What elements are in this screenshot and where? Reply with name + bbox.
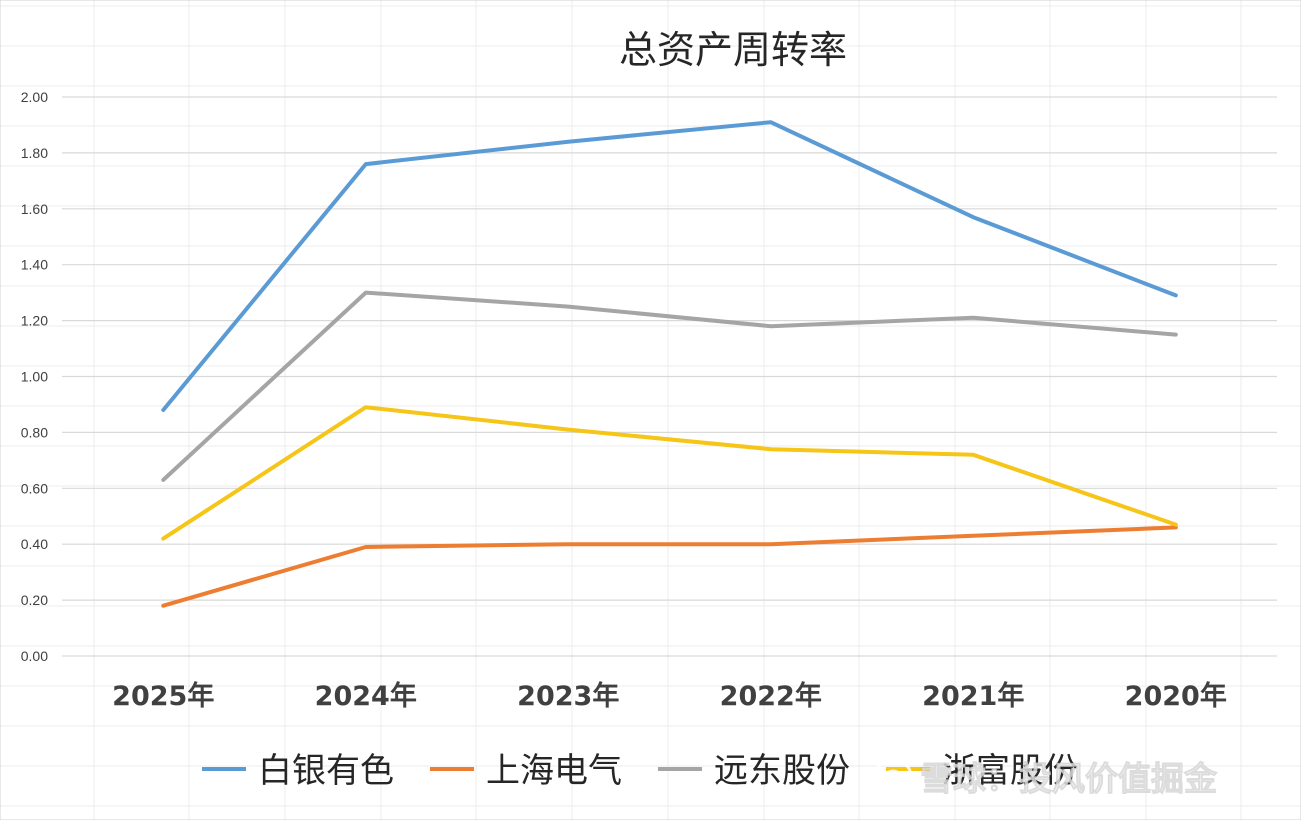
x-tick-label: 2023年 xyxy=(517,680,619,712)
y-tick-label: 1.60 xyxy=(21,201,48,217)
x-tick-label: 2025年 xyxy=(112,680,214,712)
legend-label: 白银有色 xyxy=(258,751,394,791)
series-line xyxy=(161,290,1178,482)
x-tick-label: 2022年 xyxy=(720,680,822,712)
y-tick-label: 1.00 xyxy=(21,369,48,385)
chart-title: 总资产周转率 xyxy=(619,28,847,72)
series-lines xyxy=(161,120,1178,608)
y-tick-label: 0.00 xyxy=(21,648,48,664)
x-axis-tick-labels: 2025年 2024年 2023年 2022年 2021年 2020年 xyxy=(112,680,1227,712)
watermark-logo-icon xyxy=(873,757,913,797)
series-line xyxy=(161,525,1178,608)
legend-label: 远东股份 xyxy=(714,751,850,791)
y-tick-label: 1.80 xyxy=(21,145,48,161)
y-tick-label: 1.40 xyxy=(21,257,48,273)
y-tick-label: 0.60 xyxy=(21,480,48,496)
legend-label: 上海电气 xyxy=(486,751,622,791)
watermark: 雪球：投风价值掘金 xyxy=(873,757,1219,799)
y-tick-label: 2.00 xyxy=(21,89,48,105)
horizontal-gridlines xyxy=(62,96,1277,657)
series-line xyxy=(161,405,1178,541)
y-tick-label: 1.20 xyxy=(21,313,48,329)
series-line xyxy=(161,120,1178,412)
y-tick-label: 0.40 xyxy=(21,536,48,552)
y-tick-label: 0.20 xyxy=(21,592,48,608)
x-tick-label: 2024年 xyxy=(315,680,417,712)
legend-label: 浙富股份 xyxy=(942,751,1078,791)
y-tick-label: 0.80 xyxy=(21,424,48,440)
watermark-text: 雪球：投风价值掘金 xyxy=(920,759,1218,798)
watermark-logo-mark xyxy=(881,769,905,785)
x-tick-label: 2021年 xyxy=(922,680,1024,712)
y-axis-tick-labels: 0.00 0.20 0.40 0.60 0.80 1.00 1.20 1.40 1.60 1.80… xyxy=(21,89,48,664)
x-tick-label: 2020年 xyxy=(1125,680,1227,712)
legend: 白银有色 上海电气 远东股份 浙富股份 xyxy=(202,751,1078,791)
